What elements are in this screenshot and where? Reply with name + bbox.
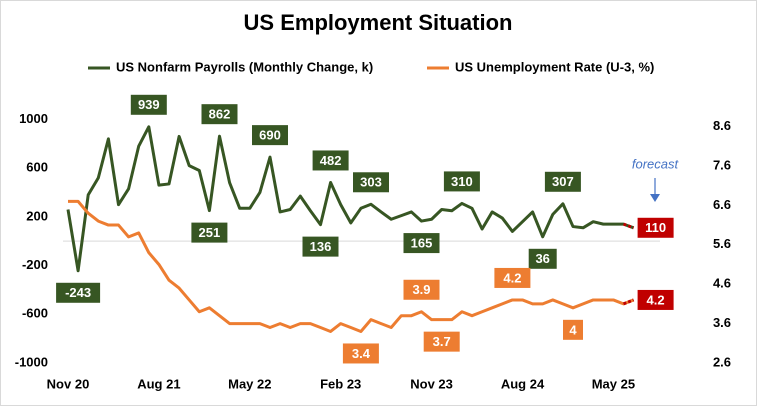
data-label: 4.2 [503,270,521,285]
legend-label: US Unemployment Rate (U-3, %) [455,59,654,74]
y-tick-label: -600 [22,306,48,321]
label-box [353,172,389,193]
y2-tick-label: 8.6 [713,118,731,133]
label-box [191,222,228,243]
legend-label: US Nonfarm Payrolls (Monthly Change, k) [116,59,373,74]
label-box [563,319,583,340]
data-label: 3.7 [433,334,451,349]
y2-tick-label: 4.6 [713,276,731,291]
label-box [302,236,339,257]
label-box [637,289,674,310]
data-label: 110 [645,220,666,235]
data-label: 165 [411,236,433,251]
label-box [637,217,674,238]
y2-tick-label: 3.6 [713,315,731,330]
label-box [494,267,531,288]
data-label: 3.9 [412,282,430,297]
y-tick-label: 200 [26,208,48,223]
y-tick-label: 1000 [19,111,48,126]
data-label: 482 [320,153,342,168]
x-tick-label: Aug 21 [137,376,180,391]
label-box [312,150,349,171]
data-label: 303 [360,175,382,190]
y2-tick-label: 6.6 [713,197,731,212]
label-box [252,125,288,146]
x-tick-label: Nov 23 [410,376,453,391]
data-label: 690 [259,128,281,143]
data-label: 4.2 [647,292,665,307]
forecast-segment [622,298,635,306]
forecast-segment [622,222,635,230]
label-box [130,94,167,115]
x-tick-label: May 22 [228,376,271,391]
data-label: 862 [209,107,231,122]
data-label: 307 [552,174,574,189]
data-label: 939 [138,97,160,112]
data-label: 251 [199,225,221,240]
label-box [443,171,480,192]
series-line [66,125,635,273]
label-box [544,171,581,192]
y2-tick-label: 2.6 [713,354,731,369]
y2-tick-label: 7.6 [713,157,731,172]
y-tick-label: -1000 [15,354,48,369]
data-label: -243 [65,285,91,300]
y-tick-label: -200 [22,257,48,272]
data-label: 36 [535,251,549,266]
label-box [528,248,557,269]
x-tick-label: Nov 20 [47,376,90,391]
label-box [403,279,440,300]
forecast-annotation: forecast [632,156,680,171]
data-label: 310 [451,174,473,189]
data-label: 4 [569,322,577,337]
chart-title: US Employment Situation [244,10,513,35]
data-label: 3.4 [352,346,371,361]
y2-tick-label: 5.6 [713,236,731,251]
label-box [56,282,101,303]
x-tick-label: May 25 [592,376,635,391]
x-tick-label: Feb 23 [320,376,361,391]
data-label: 136 [310,239,332,254]
label-box [403,233,440,254]
x-tick-label: Aug 24 [501,376,545,391]
label-box [201,104,238,125]
forecast-arrowhead [650,194,660,202]
label-box [342,343,379,364]
y-tick-label: 600 [26,160,48,175]
series-line [68,199,635,333]
label-box [423,331,460,352]
